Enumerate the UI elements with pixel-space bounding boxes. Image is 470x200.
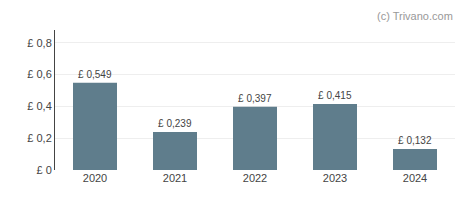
svg-text:2023: 2023: [323, 172, 347, 184]
svg-text:2020: 2020: [83, 172, 107, 184]
svg-text:£ 0,132: £ 0,132: [398, 135, 432, 146]
svg-text:(c) Trivano.com: (c) Trivano.com: [377, 10, 453, 22]
svg-text:£ 0,4: £ 0,4: [27, 100, 51, 112]
svg-text:£ 0,415: £ 0,415: [318, 90, 352, 101]
svg-text:£ 0,8: £ 0,8: [27, 37, 51, 49]
svg-text:2024: 2024: [403, 172, 427, 184]
svg-text:£ 0,6: £ 0,6: [27, 68, 51, 80]
svg-text:£ 0,2: £ 0,2: [27, 132, 51, 144]
svg-text:2022: 2022: [243, 172, 267, 184]
svg-text:£ 0: £ 0: [37, 164, 52, 176]
svg-text:£ 0,549: £ 0,549: [78, 69, 112, 80]
svg-text:£ 0,239: £ 0,239: [158, 118, 192, 129]
svg-text:2021: 2021: [163, 172, 187, 184]
svg-text:£ 0,397: £ 0,397: [238, 93, 272, 104]
